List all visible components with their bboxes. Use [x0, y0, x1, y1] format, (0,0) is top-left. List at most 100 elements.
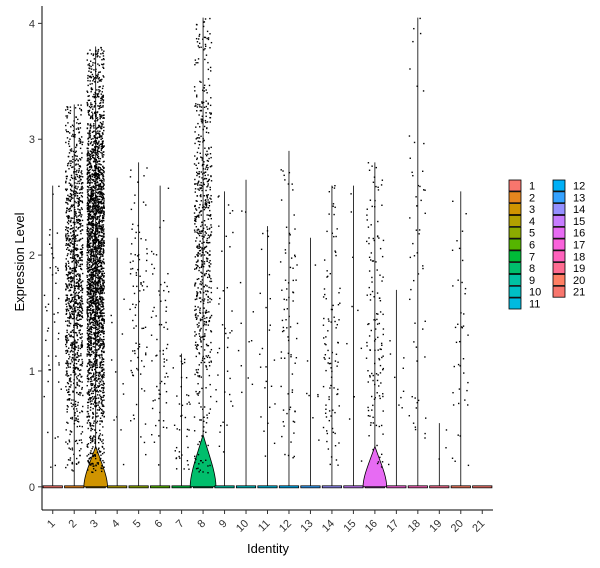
data-point	[293, 421, 296, 423]
data-point	[101, 187, 103, 189]
data-point	[92, 350, 94, 353]
data-point	[74, 134, 76, 136]
data-point	[334, 184, 336, 187]
data-point	[67, 130, 69, 133]
data-point	[88, 301, 90, 303]
data-point	[47, 355, 50, 357]
data-point	[200, 260, 203, 262]
data-point	[99, 340, 101, 342]
data-point	[207, 183, 209, 185]
data-point	[173, 424, 176, 426]
data-point	[252, 311, 255, 313]
data-point	[74, 307, 76, 309]
data-point	[65, 178, 68, 180]
data-point	[86, 343, 89, 345]
data-point	[100, 265, 103, 267]
data-point	[206, 159, 209, 162]
data-point	[195, 103, 197, 105]
data-point	[203, 206, 205, 208]
data-point	[92, 454, 95, 457]
data-point	[90, 307, 92, 310]
data-point	[207, 218, 210, 220]
data-point	[196, 291, 198, 293]
data-point	[88, 162, 90, 164]
data-point	[93, 290, 96, 292]
data-point	[76, 381, 78, 384]
data-point	[199, 195, 202, 197]
data-point	[93, 100, 96, 103]
data-point	[77, 312, 79, 314]
data-point	[155, 254, 158, 256]
data-point	[146, 252, 148, 255]
data-point	[87, 239, 90, 241]
data-point	[99, 211, 101, 213]
data-point	[218, 347, 221, 350]
data-point	[69, 289, 71, 291]
data-point	[368, 323, 370, 325]
data-point	[98, 323, 100, 326]
data-point	[91, 380, 93, 382]
data-point	[78, 355, 80, 357]
data-point	[198, 297, 201, 299]
data-point	[99, 251, 101, 254]
data-point	[66, 373, 68, 375]
data-point	[92, 295, 94, 298]
data-point	[73, 313, 75, 315]
data-point	[198, 325, 200, 327]
data-point	[102, 206, 104, 208]
data-point	[95, 359, 97, 362]
data-point	[80, 186, 83, 188]
data-point	[65, 283, 67, 285]
data-point	[101, 452, 104, 455]
data-point	[73, 267, 75, 269]
data-point	[195, 200, 197, 202]
data-point	[209, 383, 211, 386]
data-point	[68, 300, 70, 302]
data-point	[77, 323, 80, 326]
data-point	[77, 160, 79, 162]
data-point	[103, 318, 105, 321]
data-point	[90, 91, 92, 93]
data-point	[78, 204, 80, 206]
data-point	[199, 141, 201, 143]
data-point	[68, 304, 71, 307]
plot-area	[42, 17, 493, 489]
data-point	[94, 231, 96, 233]
data-point	[94, 112, 96, 115]
data-point	[64, 335, 67, 337]
data-point	[209, 259, 211, 262]
data-point	[222, 290, 225, 292]
data-point	[103, 342, 105, 345]
data-point	[92, 252, 95, 254]
data-point	[97, 330, 100, 333]
data-point	[89, 326, 91, 328]
data-point	[95, 339, 97, 342]
violin-group-1	[42, 185, 63, 489]
data-point	[101, 144, 103, 146]
data-point	[334, 250, 336, 252]
data-point	[96, 227, 99, 229]
data-point	[81, 176, 84, 178]
data-point	[67, 155, 70, 158]
data-point	[93, 157, 96, 160]
points-14	[322, 184, 341, 466]
data-point	[200, 340, 202, 342]
data-point	[94, 313, 96, 316]
data-point	[89, 131, 91, 133]
data-point	[102, 404, 104, 406]
data-point	[73, 359, 75, 361]
data-point	[96, 270, 98, 272]
data-point	[96, 195, 99, 198]
data-point	[68, 244, 71, 246]
data-point	[96, 462, 99, 464]
data-point	[68, 290, 70, 292]
data-point	[92, 208, 94, 210]
data-point	[90, 254, 92, 257]
data-point	[366, 345, 368, 347]
data-point	[138, 258, 141, 261]
data-point	[76, 169, 78, 172]
data-point	[202, 471, 204, 473]
data-point	[93, 401, 96, 403]
data-point	[66, 339, 68, 341]
data-point	[102, 169, 104, 172]
